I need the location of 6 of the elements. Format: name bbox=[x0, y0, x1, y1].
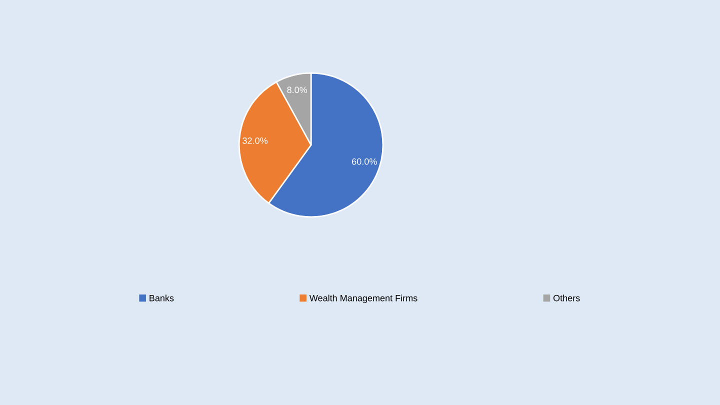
legend-label: Banks bbox=[150, 294, 174, 302]
data-label: 8.0% bbox=[287, 86, 308, 94]
legend-label: Wealth Management Firms bbox=[309, 294, 418, 304]
data-label: 60.0% bbox=[352, 158, 377, 165]
legend-label: Others bbox=[553, 294, 580, 302]
data-label: 32.0% bbox=[242, 138, 268, 144]
